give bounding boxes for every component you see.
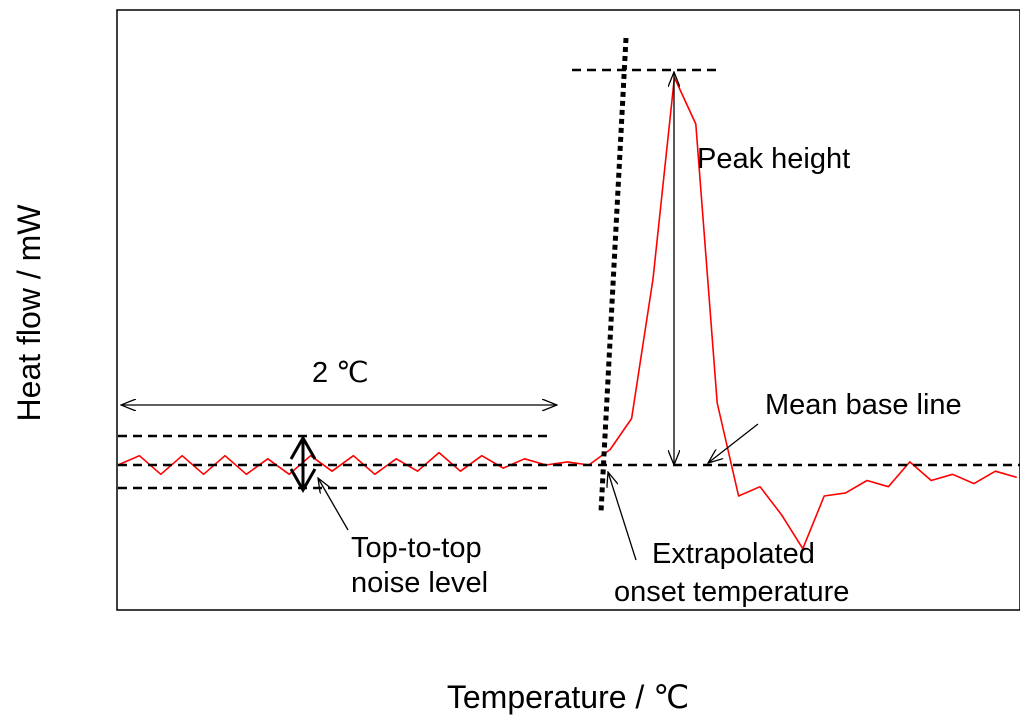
onset-leader-arrow <box>608 472 637 561</box>
noise-label-line1: Top-to-top <box>351 532 482 564</box>
plot-area-frame <box>116 9 1020 611</box>
baseline-leader-arrow <box>708 423 759 463</box>
onset-tangent-dotted-line <box>598 37 629 513</box>
noise-level-arrowhead-bottom <box>289 468 317 494</box>
peak-height-label: Peak height <box>697 143 850 175</box>
span-label: 2 ℃ <box>312 357 369 389</box>
mean-baseline-label: Mean base line <box>765 389 962 421</box>
noise-level-arrowhead-top <box>289 434 317 460</box>
x-axis-label: Temperature / ℃ <box>447 679 689 715</box>
y-axis-label: Heat flow / mW <box>11 204 47 422</box>
onset-label-line1: Extrapolated <box>652 538 815 570</box>
series-line-heat-flow <box>117 76 1018 550</box>
noise-label-line2: noise level <box>351 567 488 599</box>
onset-label-line2: onset temperature <box>614 576 849 608</box>
noise-leader-arrow <box>318 478 349 531</box>
